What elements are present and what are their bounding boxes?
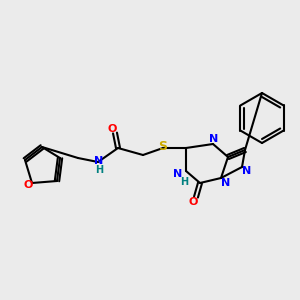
Text: S: S: [158, 140, 167, 152]
Text: O: O: [23, 180, 33, 190]
Text: N: N: [221, 178, 231, 188]
Text: N: N: [242, 166, 252, 176]
Text: H: H: [95, 165, 103, 175]
Text: O: O: [188, 197, 198, 207]
Text: N: N: [173, 169, 183, 179]
Text: O: O: [107, 124, 117, 134]
Text: N: N: [94, 156, 103, 166]
Text: H: H: [180, 177, 188, 187]
Text: N: N: [209, 134, 219, 144]
